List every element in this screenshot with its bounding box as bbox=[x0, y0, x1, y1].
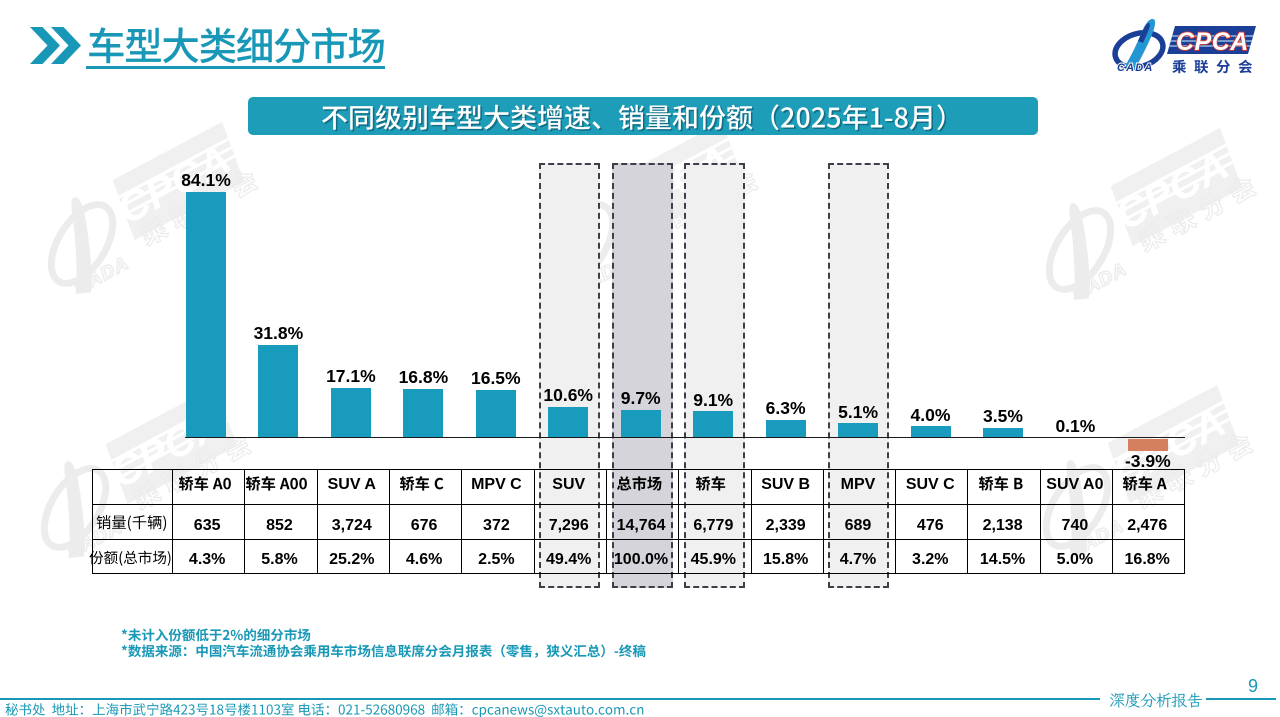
svg-text:CADA: CADA bbox=[1117, 62, 1154, 74]
svg-text:CPCA: CPCA bbox=[1176, 28, 1249, 56]
